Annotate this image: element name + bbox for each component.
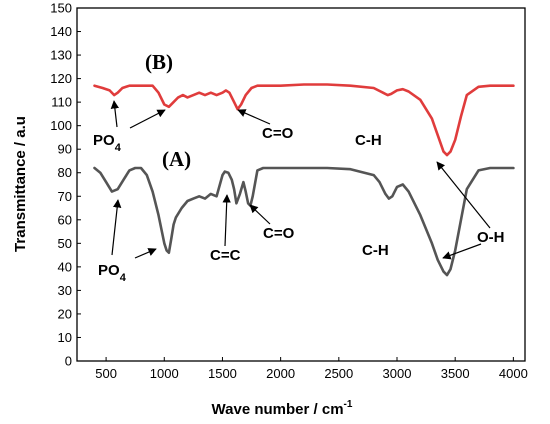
y-tick-label: 10 [58, 330, 72, 345]
y-tick-label: 80 [58, 165, 72, 180]
arrow-po4-b-1 [110, 100, 120, 128]
y-tick-label: 120 [50, 71, 72, 86]
y-tick-label: 90 [58, 142, 72, 157]
y-tick-label: 100 [50, 118, 72, 133]
arrow-oh-b [436, 161, 491, 229]
arrow-oh-a [442, 243, 482, 260]
label-po4-b-sub: 4 [115, 142, 122, 154]
arrow-po4-a-1 [111, 199, 122, 256]
arrow-po4-a-2 [134, 248, 157, 259]
x-tick-label: 1500 [208, 366, 237, 381]
arrow-co-a [249, 204, 271, 225]
x-axis-title-superscript: -1 [344, 399, 353, 410]
x-axis-ticks: 500 1000 1500 2000 2500 3000 3500 4000 [95, 357, 528, 381]
y-tick-label: 40 [58, 259, 72, 274]
x-tick-label: 3000 [383, 366, 412, 381]
arrow-cc-a [222, 194, 231, 247]
label-ch-b: C-H [355, 132, 382, 149]
label-po4-a-sub: 4 [120, 272, 127, 284]
series-line-b [93, 83, 515, 157]
label-co-b: C=O [262, 125, 294, 142]
x-tick-label: 2000 [266, 366, 295, 381]
label-ch-a: C-H [362, 242, 389, 259]
x-axis-title: Wave number / cm-1 [212, 399, 353, 418]
curve-label-b: (B) [145, 50, 173, 74]
y-tick-label: 140 [50, 24, 72, 39]
y-tick-label: 70 [58, 189, 72, 204]
label-po4-a-main: PO [98, 262, 120, 279]
label-co-a: C=O [263, 225, 295, 242]
series-line-a [93, 166, 515, 277]
label-cc-a: C=C [210, 247, 241, 264]
label-po4-a: PO4 [98, 262, 127, 284]
x-tick-label: 4000 [499, 366, 528, 381]
y-tick-label: 50 [58, 236, 72, 251]
label-po4-b: PO4 [93, 132, 122, 154]
y-tick-label: 150 [50, 1, 72, 16]
y-axis-ticks: 0 10 20 30 40 50 60 70 80 90 100 110 120 130 140 150 [50, 1, 81, 369]
y-tick-label: 20 [58, 306, 72, 321]
annotations: (B) (A) PO4 C=O C-H PO4 C=C C=O C-H O-H [93, 50, 505, 284]
label-oh: O-H [477, 229, 505, 246]
y-tick-label: 60 [58, 212, 72, 227]
plot-frame [76, 7, 526, 362]
x-axis-title-main: Wave number / cm [212, 401, 344, 418]
x-tick-label: 500 [95, 366, 117, 381]
arrow-po4-b-2 [129, 109, 166, 129]
y-tick-label: 0 [65, 354, 72, 369]
y-tick-label: 110 [51, 95, 72, 110]
curve-label-a: (A) [162, 147, 191, 171]
label-po4-b-main: PO [93, 132, 115, 149]
x-tick-label: 1000 [150, 366, 179, 381]
y-axis-title: Transmittance / a.u [12, 116, 29, 252]
y-tick-label: 30 [58, 283, 72, 298]
y-tick-label: 130 [50, 48, 72, 63]
series-layer [93, 83, 515, 277]
x-tick-label: 3500 [441, 366, 470, 381]
arrow-co-b [237, 109, 271, 125]
x-tick-label: 2500 [324, 366, 353, 381]
